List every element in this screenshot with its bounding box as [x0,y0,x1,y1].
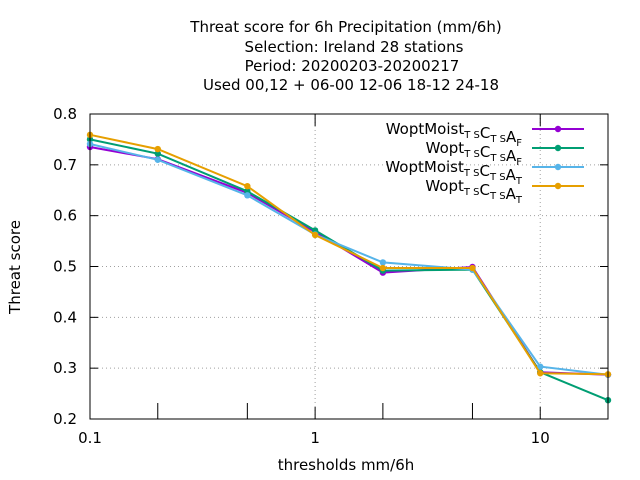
chart-title-line-4: Used 00,12 + 06-00 12-06 18-12 24-18 [203,76,499,94]
legend-subscript: T [515,176,523,187]
chart-title-line-1: Threat score for 6h Precipitation (mm/6h… [189,18,501,36]
data-point [311,231,319,239]
data-point [154,145,161,153]
legend-text: C [480,143,490,161]
data-point [379,264,387,272]
y-tick-label: 0.3 [53,359,77,377]
legend-subscript: T S [489,153,506,164]
data-point [154,156,161,163]
x-axis-label: thresholds mm/6h [278,456,415,474]
y-tick-label: 0.8 [53,105,77,123]
data-point [469,264,476,272]
legend-text: WoptMoist [385,158,464,176]
x-tick-label: 10 [531,429,550,447]
legend-swatch-point [554,144,562,152]
series-line [89,138,609,402]
grid-lines [90,114,608,419]
legend-text: A [506,166,517,184]
data-point [537,370,544,377]
series-line [89,133,609,376]
legend-subscript: T [515,195,523,206]
series-line [89,143,609,376]
y-tick-label: 0.5 [53,258,77,276]
legend-subscript: F [516,138,522,149]
data-point [244,182,251,190]
data-point [244,192,251,199]
legend-swatch-point [554,163,562,171]
legend-label: WoptMoistT SCT SAT [385,158,523,187]
legend-subscript: T S [489,172,506,183]
legend-text: C [480,181,490,199]
chart-title-line-3: Period: 20200203-20200217 [245,57,460,75]
data-point [537,363,544,370]
legend-subscript: F [516,157,522,168]
legend-entry-3: WoptMoistT SCT SAT [385,158,584,187]
plot-frame [89,113,609,420]
series-lines [86,131,612,404]
legend-text: A [506,128,517,146]
chart-title: Threat score for 6h Precipitation (mm/6h… [189,18,501,94]
y-tick-label: 0.7 [53,156,77,174]
legend-text: A [506,147,517,165]
legend-text: Wopt [426,139,465,157]
legend-subscript: T S [463,149,480,160]
legend-subscript: T S [463,168,480,179]
legend-entry-4: WoptT SCT SAT [425,177,584,206]
series-4 [86,131,612,378]
chart-title-line-2: Selection: Ireland 28 stations [245,38,464,56]
legend-label: WoptT SCT SAT [425,177,523,206]
axis-tick-labels: 0.2 0.3 0.4 0.5 0.6 0.7 0.8 0.1 1 10 [53,105,550,447]
series-1 [86,143,612,378]
series-line [89,146,609,376]
legend-subscript: T S [463,187,480,198]
legend-subscript: T S [463,130,480,141]
legend-subscript: T S [489,191,506,202]
legend-swatch-point [554,182,562,190]
legend-subscript: T S [489,134,506,145]
legend-text: A [506,185,517,203]
y-tick-label: 0.6 [53,207,77,225]
data-point [379,259,387,266]
legend-text: C [480,162,490,180]
legend-entry-1: WoptMoistT SCT SAF [386,120,584,149]
legend-text: WoptMoist [386,120,465,138]
legend-text: Wopt [425,177,464,195]
legend-label: WoptT SCT SAF [426,139,523,168]
x-tick-label: 1 [310,429,320,447]
y-axis-label: Threat score [6,220,24,315]
legend-text: C [480,124,490,142]
legend-label: WoptMoistT SCT SAF [386,120,523,149]
x-tick-label: 0.1 [78,429,102,447]
y-tick-label: 0.4 [53,308,77,326]
y-tick-label: 0.2 [53,410,77,428]
series-3 [86,140,612,378]
legend-swatch-point [554,125,562,133]
series-2 [86,136,612,404]
data-point [154,150,161,157]
legend-entry-2: WoptT SCT SAF [426,139,584,168]
